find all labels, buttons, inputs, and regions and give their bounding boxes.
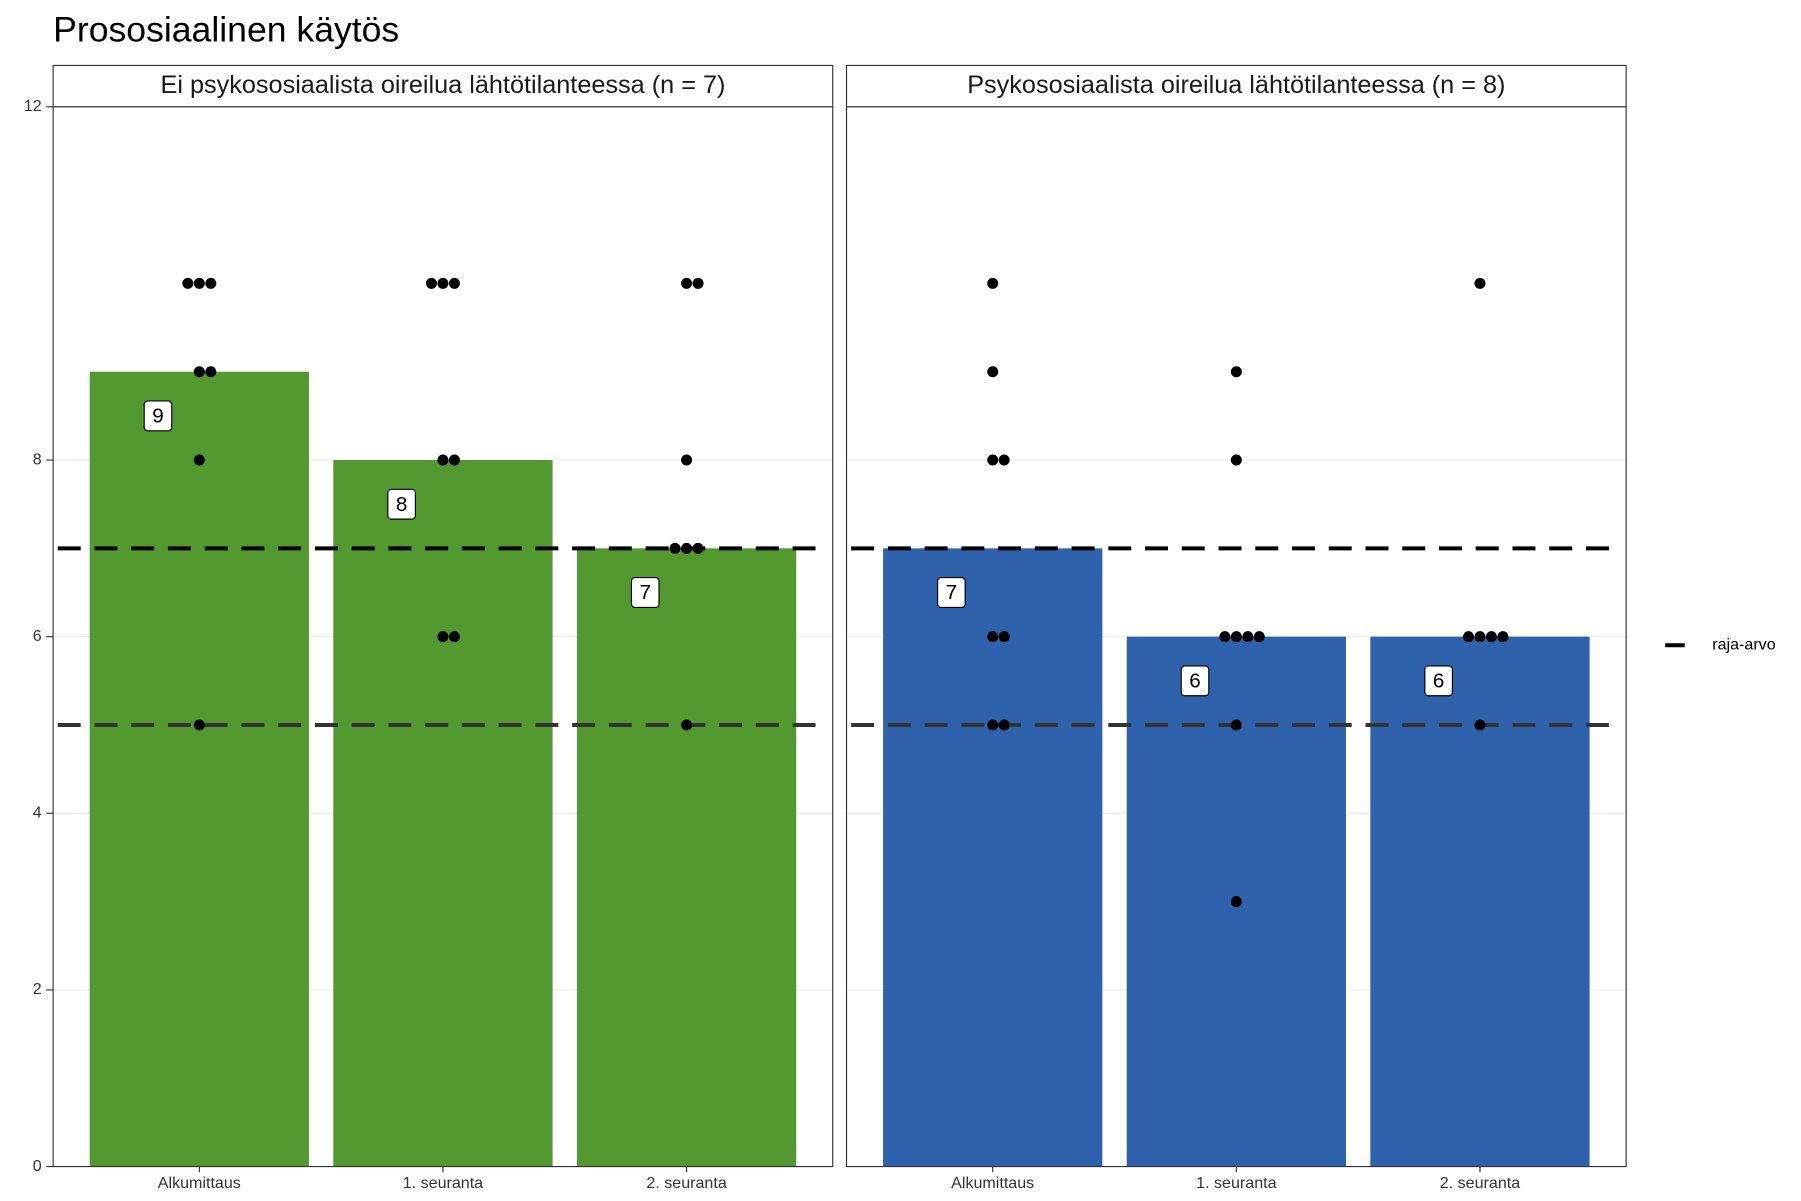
- x-tick-label: 2. seuranta: [1440, 1174, 1520, 1192]
- y-tick-label: 8: [33, 450, 42, 468]
- value-label: 6: [1189, 669, 1201, 692]
- value-label: 9: [152, 404, 164, 427]
- data-point: [998, 454, 1010, 466]
- panel-strip: [845, 64, 1627, 108]
- y-tick-label: 6: [33, 627, 42, 645]
- value-label: 6: [1433, 669, 1445, 692]
- value-label-box: [1424, 665, 1453, 697]
- bar: [89, 371, 309, 1167]
- data-point: [1253, 631, 1265, 643]
- y-tick-label: 2: [33, 980, 42, 998]
- data-point: [448, 454, 460, 466]
- data-point: [1497, 631, 1509, 643]
- data-point: [1474, 277, 1486, 289]
- data-point: [1474, 719, 1486, 731]
- data-point: [1485, 631, 1497, 643]
- data-point: [1230, 896, 1242, 908]
- data-point: [437, 277, 449, 289]
- bar: [1370, 636, 1590, 1167]
- y-tick-label: 4: [33, 804, 42, 822]
- data-point: [448, 277, 460, 289]
- data-point: [681, 542, 693, 554]
- bar: [333, 460, 553, 1167]
- data-point: [182, 277, 194, 289]
- value-label: 7: [639, 581, 651, 604]
- value-label-box: [387, 488, 416, 520]
- bar: [883, 548, 1103, 1167]
- panel-title: Psykososiaalista oireilua lähtötilantees…: [967, 71, 1505, 99]
- panel-title: Ei psykososiaalista oireilua lähtötilant…: [160, 71, 725, 99]
- data-point: [437, 631, 449, 643]
- x-tick-label: 2. seuranta: [646, 1174, 726, 1192]
- data-point: [193, 277, 205, 289]
- data-point: [681, 277, 693, 289]
- data-point: [692, 542, 704, 554]
- data-point: [1219, 631, 1231, 643]
- bar: [576, 548, 797, 1167]
- data-point: [987, 631, 999, 643]
- data-point: [987, 719, 999, 731]
- data-point: [1462, 631, 1475, 643]
- y-tick-label: 12: [24, 97, 42, 115]
- data-point: [1230, 719, 1242, 731]
- x-tick-label: Alkumittaus: [951, 1174, 1034, 1192]
- value-label-box: [143, 400, 173, 432]
- data-point: [425, 277, 437, 289]
- data-point: [1230, 631, 1242, 643]
- data-point: [1230, 366, 1242, 378]
- x-tick-label: 1. seuranta: [1196, 1174, 1276, 1192]
- data-point: [448, 631, 460, 643]
- data-point: [1230, 454, 1242, 466]
- x-tick-label: Alkumittaus: [158, 1174, 241, 1192]
- panel-border: [52, 106, 834, 1168]
- value-label-box: [630, 577, 660, 609]
- value-label: 8: [396, 493, 407, 516]
- data-point: [1474, 631, 1486, 643]
- value-label: 7: [946, 581, 958, 604]
- data-point: [998, 719, 1010, 731]
- data-point: [681, 719, 693, 731]
- value-label-box: [1180, 665, 1210, 697]
- chart-title: Prososiaalinen käytös: [53, 10, 399, 50]
- data-point: [1242, 631, 1254, 643]
- data-point: [205, 277, 217, 289]
- data-point: [987, 366, 999, 378]
- data-point: [193, 454, 205, 466]
- data-point: [193, 366, 205, 378]
- data-point: [998, 631, 1010, 643]
- x-tick-label: 1. seuranta: [403, 1174, 483, 1192]
- panel-border: [845, 106, 1627, 1168]
- value-label-box: [937, 577, 966, 609]
- data-point: [987, 454, 999, 466]
- data-point: [987, 277, 999, 289]
- data-point: [681, 454, 693, 466]
- y-tick-label: 0: [33, 1157, 42, 1175]
- data-point: [437, 454, 449, 466]
- data-point: [193, 719, 205, 731]
- data-point: [205, 366, 217, 378]
- data-point: [692, 277, 704, 289]
- data-point: [669, 542, 681, 554]
- legend-label: raja-arvo: [1712, 636, 1775, 654]
